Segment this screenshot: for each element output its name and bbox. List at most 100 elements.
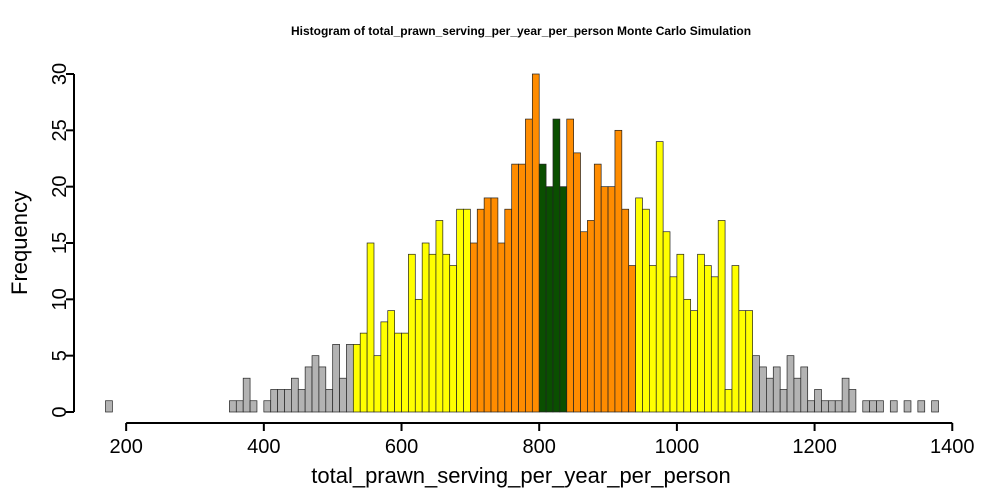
x-tick-label: 1200	[792, 436, 837, 458]
histogram-bar	[814, 389, 822, 413]
histogram-bar	[456, 208, 464, 413]
histogram-bar	[414, 298, 423, 413]
histogram-bar	[449, 265, 457, 413]
histogram-bar	[614, 129, 623, 413]
histogram-bar	[724, 389, 733, 413]
histogram-bar	[607, 186, 616, 413]
histogram-bar	[655, 141, 664, 413]
histogram-bar	[304, 366, 313, 413]
x-axis-label: total_prawn_serving_per_year_per_person	[311, 463, 731, 488]
histogram-bar	[366, 242, 375, 413]
histogram-bar	[662, 231, 671, 413]
histogram-bar	[105, 400, 113, 413]
histogram-bar	[628, 265, 636, 413]
histogram-bar	[428, 253, 437, 413]
histogram-bar	[917, 400, 926, 413]
histogram-bar	[600, 186, 609, 413]
y-tick-label: 20	[49, 176, 71, 198]
histogram-bar	[697, 253, 705, 413]
histogram-bar	[373, 355, 382, 413]
histogram-bar	[704, 265, 712, 413]
histogram-bar	[249, 400, 258, 413]
histogram-bar	[793, 377, 802, 413]
histogram-bar	[559, 186, 568, 413]
histogram-bar	[869, 400, 877, 413]
x-tick-label: 400	[247, 436, 280, 458]
histogram-bar	[827, 400, 836, 413]
histogram-bar	[621, 208, 630, 413]
histogram-bar	[772, 366, 781, 413]
histogram-bar	[394, 332, 402, 413]
histogram-bar	[545, 186, 554, 413]
histogram-bar	[325, 389, 334, 413]
histogram-bar	[779, 389, 788, 413]
histogram-bar	[470, 242, 478, 413]
histogram-bar	[676, 253, 685, 413]
histogram-bar	[359, 332, 368, 413]
chart-title: Histogram of total_prawn_serving_per_yea…	[291, 24, 751, 38]
histogram-bar	[511, 163, 519, 413]
y-tick-label: 10	[49, 288, 71, 310]
histogram-bar	[731, 265, 740, 413]
x-tick-label: 1400	[930, 436, 975, 458]
histogram-bar	[270, 389, 278, 413]
histogram-bar	[931, 400, 939, 413]
x-tick-label: 200	[109, 436, 142, 458]
histogram-bar	[435, 220, 444, 413]
y-tick-label: 15	[49, 232, 71, 254]
histogram-bar	[786, 355, 795, 413]
histogram-bar	[518, 163, 526, 413]
histogram-bar	[807, 400, 815, 413]
histogram-bar	[841, 377, 850, 413]
histogram-bar	[346, 344, 354, 413]
histogram-bar	[635, 197, 643, 413]
histogram-bar	[318, 366, 327, 413]
histogram-bar	[862, 400, 871, 413]
histogram-bar	[745, 310, 753, 413]
histogram-bar	[669, 276, 678, 413]
x-tick-label: 1000	[655, 436, 700, 458]
histogram-bar	[263, 400, 272, 413]
histogram-bar	[573, 152, 581, 413]
histogram-bar	[587, 220, 595, 413]
histogram-bar	[504, 208, 513, 413]
histogram-bar	[442, 253, 451, 413]
histogram-bar	[332, 344, 340, 413]
histogram-bar	[235, 400, 244, 413]
histogram-bar	[297, 389, 306, 413]
y-tick-label: 0	[49, 406, 71, 417]
histogram-bar	[497, 242, 506, 413]
histogram-bar	[717, 220, 726, 413]
y-tick-label: 5	[49, 350, 71, 361]
histogram-bar	[710, 276, 719, 413]
histogram-bar	[759, 366, 767, 413]
histogram-bar	[903, 400, 912, 413]
histogram-bar	[408, 253, 416, 413]
histogram-bar	[642, 208, 650, 413]
histogram-bar	[800, 366, 809, 413]
histogram-bar	[834, 400, 843, 413]
histogram-bar	[649, 265, 657, 413]
histogram-bar	[889, 400, 898, 413]
y-tick-label: 25	[49, 119, 71, 141]
histogram-bar	[566, 118, 574, 413]
histogram-bar	[229, 400, 237, 413]
histogram-bar	[752, 355, 760, 413]
histogram-bar	[339, 377, 347, 413]
y-axis-label: Frequency	[7, 191, 32, 295]
x-tick-label: 600	[385, 436, 418, 458]
x-axis: 200 400 600 800 1000 1200 1400	[109, 422, 975, 458]
histogram-bar	[580, 231, 588, 413]
histogram-bar	[538, 163, 547, 413]
histogram-bar	[690, 310, 698, 413]
histogram-bar	[476, 208, 485, 413]
histogram-bar	[483, 197, 492, 413]
histogram-bar	[463, 208, 471, 413]
histogram-bar	[593, 163, 602, 413]
histogram-bar	[490, 197, 499, 413]
histogram-bar	[766, 377, 774, 413]
histogram-bar	[352, 344, 361, 413]
bars-group	[105, 73, 939, 413]
